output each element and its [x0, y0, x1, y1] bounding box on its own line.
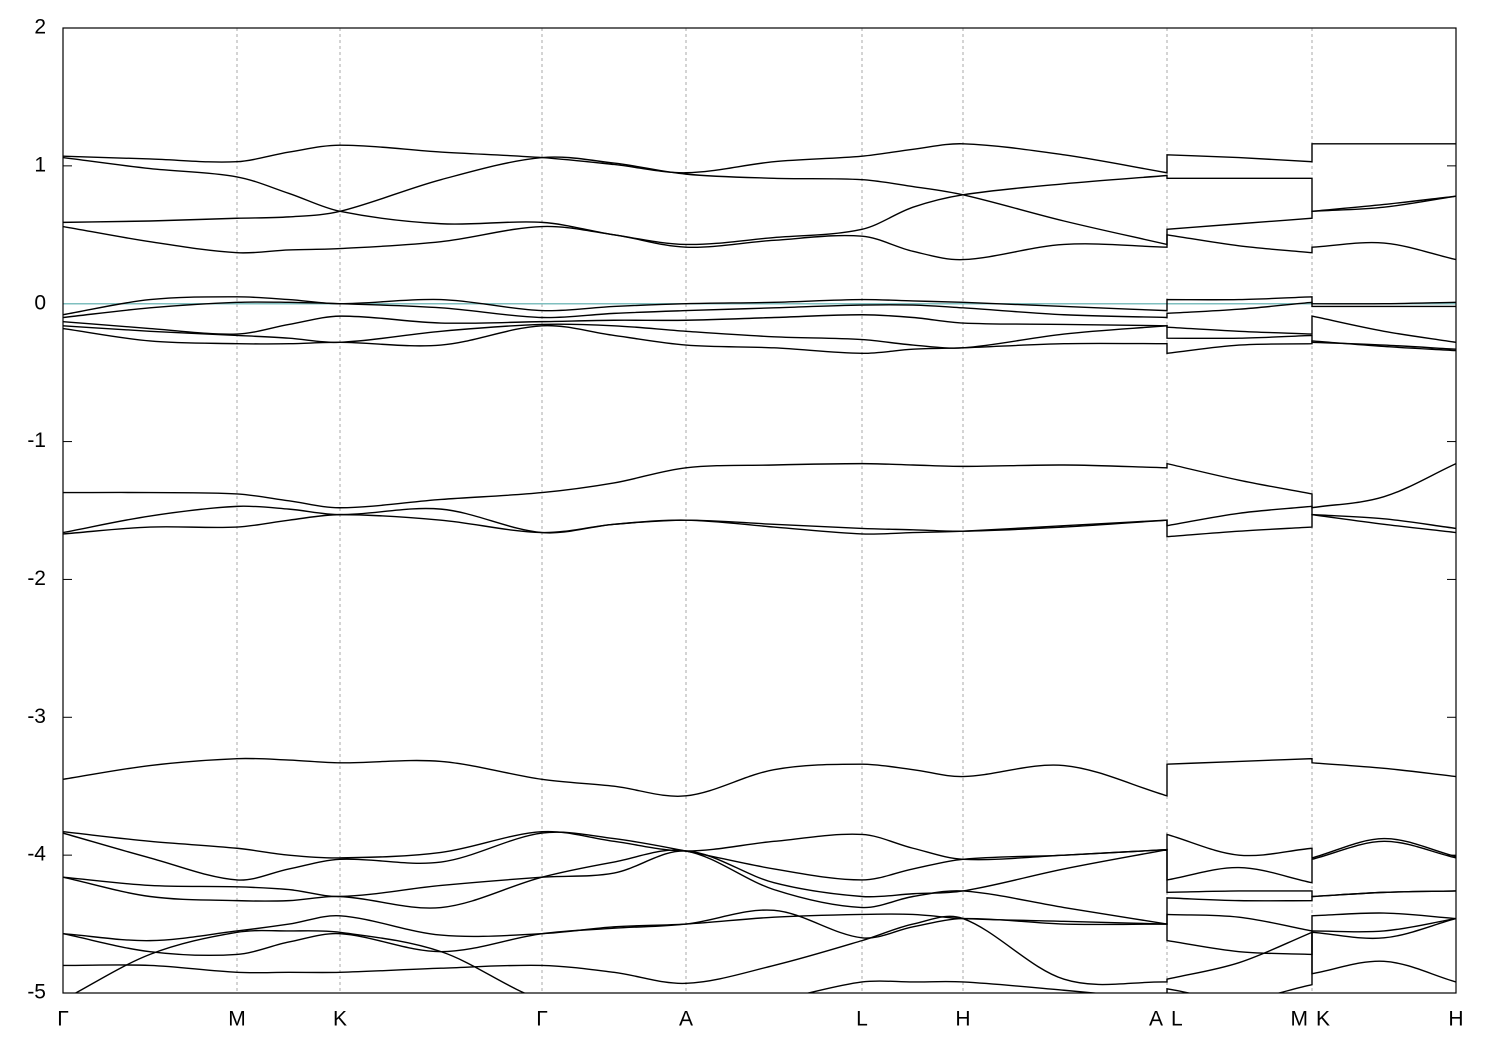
band-line [63, 513, 1456, 538]
plot-border [62, 27, 1457, 994]
band-line [63, 830, 1456, 861]
y-tick-label: -5 [27, 981, 46, 1004]
x-tick-label: K [1316, 1008, 1330, 1031]
band-line [63, 296, 1456, 316]
x-tick-label: L [856, 1008, 868, 1031]
band-line [63, 156, 1456, 246]
band-line [63, 323, 1456, 350]
band-line [63, 225, 1456, 261]
x-tick-label: A [1149, 1008, 1163, 1031]
band-line [63, 915, 1456, 986]
band-line [63, 912, 1456, 942]
x-tick-label: H [955, 1008, 970, 1031]
y-tick-label: -1 [27, 429, 46, 452]
x-tick-label: Γ [57, 1008, 69, 1031]
y-tick-label: -2 [27, 567, 46, 590]
band-line [74, 917, 1456, 993]
x-tick-label: M [228, 1008, 246, 1031]
band-line [63, 143, 1456, 174]
y-tick-label: 1 [34, 153, 46, 176]
y-tick-label: 0 [34, 291, 46, 314]
band-line [63, 314, 1456, 344]
x-tick-label: K [333, 1008, 347, 1031]
band-line [63, 324, 1456, 355]
x-tick-label: H [1448, 1008, 1463, 1031]
band-line [63, 757, 1456, 797]
band-line [63, 156, 1456, 246]
band-line [63, 848, 1456, 898]
x-tick-label: L [1171, 1008, 1183, 1031]
x-tick-label: M [1291, 1008, 1309, 1031]
band-line [63, 462, 1456, 509]
band-line [63, 909, 1456, 957]
bands [63, 143, 1456, 993]
y-tick-label: 2 [34, 16, 46, 39]
y-tick-label: -4 [27, 843, 46, 866]
y-tick-label: -3 [27, 705, 46, 728]
band-line [63, 849, 1456, 925]
x-tick-label: Γ [536, 1008, 548, 1031]
x-tick-label: A [679, 1008, 693, 1031]
band-line [63, 831, 1456, 884]
band-line [63, 505, 1456, 534]
band-line [63, 301, 1456, 319]
